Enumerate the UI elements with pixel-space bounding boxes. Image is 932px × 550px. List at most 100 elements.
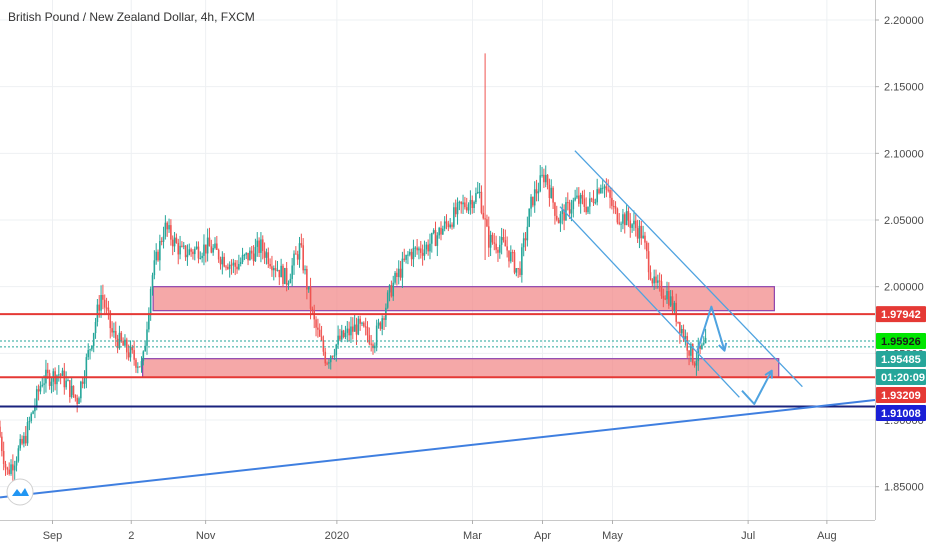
candle xyxy=(39,381,42,395)
candle-body xyxy=(203,244,205,256)
price-axis[interactable]: 1.850001.900001.950002.000002.050002.100… xyxy=(875,0,924,520)
candle-body xyxy=(318,329,321,337)
candle xyxy=(566,192,569,211)
candle-body xyxy=(37,389,40,392)
candle xyxy=(374,342,376,353)
candle xyxy=(408,248,411,257)
candle-body xyxy=(383,318,385,320)
candle xyxy=(616,207,619,225)
time-axis[interactable]: Sep 2 Nov 2020 Mar Apr May Jul Aug xyxy=(0,520,875,542)
candle-body xyxy=(201,255,203,258)
candle xyxy=(511,249,514,262)
candle-body xyxy=(195,246,198,249)
candle xyxy=(125,337,128,360)
tradingview-logo-icon[interactable] xyxy=(6,478,34,506)
candle xyxy=(61,367,64,377)
candle xyxy=(287,280,290,290)
candle-body xyxy=(471,199,474,208)
candle-body xyxy=(100,294,102,311)
candle xyxy=(238,254,240,271)
candle xyxy=(363,321,365,328)
candle xyxy=(225,264,227,271)
candle xyxy=(467,202,470,214)
candle xyxy=(24,426,27,446)
price-badge-bg xyxy=(876,350,926,367)
trendline xyxy=(0,399,876,499)
candle xyxy=(695,351,698,376)
candle-body xyxy=(407,254,409,256)
candle-body xyxy=(114,330,117,339)
candle-body xyxy=(364,326,367,328)
candle-body xyxy=(304,268,306,271)
candle xyxy=(8,462,10,476)
candle xyxy=(456,197,459,225)
candle xyxy=(307,286,310,293)
candle-body xyxy=(607,189,610,191)
candle-body xyxy=(322,340,325,352)
candle-body xyxy=(530,196,532,209)
candle-body xyxy=(559,214,562,224)
candle-body xyxy=(469,199,472,205)
candle xyxy=(578,187,580,207)
candle-body xyxy=(548,184,551,199)
candle xyxy=(210,239,213,254)
candle-body xyxy=(625,211,628,226)
candle-body xyxy=(410,251,413,260)
candle xyxy=(493,233,496,251)
candle xyxy=(423,240,426,261)
candle xyxy=(453,202,455,229)
candle-body xyxy=(629,220,632,228)
candle xyxy=(96,298,99,327)
candle xyxy=(366,321,369,343)
candle xyxy=(258,237,260,258)
candle-body xyxy=(460,201,463,205)
candle xyxy=(361,321,363,327)
candle-body xyxy=(532,196,534,206)
candle-body xyxy=(634,220,637,229)
candle-body xyxy=(311,308,314,311)
candle-body xyxy=(34,405,36,412)
candle xyxy=(629,213,632,238)
candle-body xyxy=(506,246,508,251)
candle xyxy=(664,295,666,301)
candle xyxy=(381,315,383,336)
candle-body xyxy=(443,221,446,229)
candle xyxy=(315,316,317,337)
horizontal-levels xyxy=(0,313,875,408)
candle xyxy=(442,225,444,235)
candle xyxy=(65,371,67,390)
candle-body xyxy=(265,252,268,258)
candle xyxy=(600,184,602,194)
candle-body xyxy=(578,195,580,204)
candle xyxy=(612,199,615,214)
candle-body xyxy=(566,202,569,204)
candle xyxy=(166,221,169,237)
time-tick-label: Mar xyxy=(463,530,482,542)
candle xyxy=(486,214,488,228)
candle xyxy=(669,290,672,308)
candle-body xyxy=(120,332,123,341)
candle xyxy=(302,238,304,274)
candle-body xyxy=(355,324,358,335)
candle-body xyxy=(438,227,440,236)
candle-body xyxy=(583,198,586,207)
candle xyxy=(412,239,415,268)
candle xyxy=(295,246,297,255)
candle-body xyxy=(166,222,169,230)
candle-body xyxy=(352,326,354,332)
candle-body xyxy=(425,244,428,250)
time-tick-label: Jul xyxy=(741,530,755,542)
candle xyxy=(377,318,380,329)
candle xyxy=(76,394,78,413)
candle xyxy=(114,321,117,347)
candle-body xyxy=(631,224,633,228)
candle xyxy=(436,232,439,257)
candle xyxy=(677,321,679,325)
candle-body xyxy=(515,268,518,273)
candle xyxy=(405,254,407,264)
price-badge-label: 1.91008 xyxy=(881,408,921,420)
candle xyxy=(89,348,91,360)
candle xyxy=(344,325,347,340)
candle xyxy=(219,256,222,270)
candle-body xyxy=(239,261,242,265)
